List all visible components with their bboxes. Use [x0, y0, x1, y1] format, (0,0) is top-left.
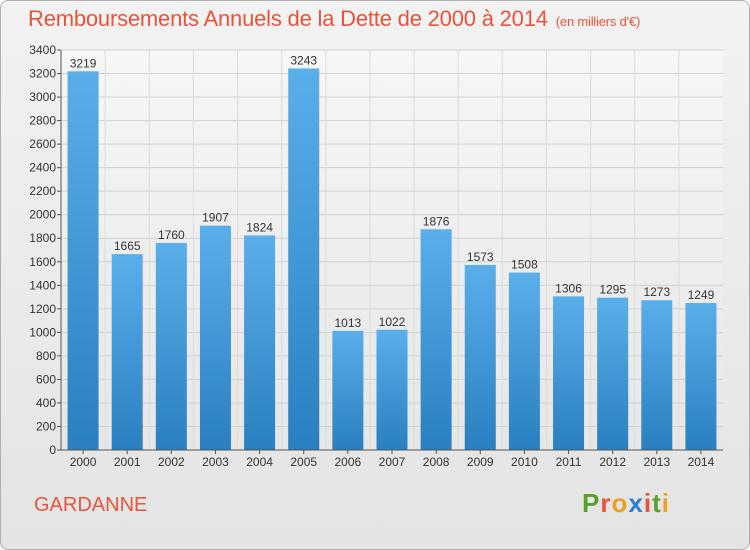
logo-letter: o [611, 488, 629, 518]
bar [155, 242, 187, 450]
x-tick-label: 2010 [511, 455, 538, 469]
data-label: 1273 [643, 285, 670, 299]
y-tick-label: 3400 [29, 43, 56, 57]
x-tick-label: 2007 [379, 455, 406, 469]
y-tick-label: 400 [36, 396, 56, 410]
x-tick-label: 2001 [114, 455, 141, 469]
bar [199, 225, 231, 450]
y-tick-label: 200 [36, 419, 56, 433]
data-label: 1907 [202, 211, 229, 225]
x-tick-label: 2011 [556, 455, 582, 469]
x-tick-label: 2014 [688, 455, 715, 469]
city-name: GARDANNE [34, 494, 148, 516]
bar [685, 303, 717, 450]
logo-letter: P [582, 488, 601, 518]
x-tick-label: 2003 [202, 455, 229, 469]
bar [597, 297, 629, 450]
bar [244, 235, 276, 450]
bar-layer: 3219 1665 1760 1907 1824 3243 1013 1022 1876 1573… [67, 53, 717, 451]
data-label: 1824 [246, 220, 273, 234]
data-label: 1665 [114, 239, 141, 253]
bar [111, 254, 143, 450]
proxiti-logo: Proxiti [582, 488, 670, 519]
x-tick-label: 2002 [158, 455, 185, 469]
data-label: 3219 [70, 56, 97, 70]
x-tick-label: 2009 [467, 455, 494, 469]
bar [464, 264, 496, 450]
y-tick-label: 2200 [29, 184, 56, 198]
y-tick-label: 1000 [29, 325, 56, 339]
logo-letter: i [661, 488, 670, 518]
logo-letter: x [628, 488, 644, 518]
y-tick-label: 600 [36, 372, 56, 386]
y-tick-label: 3200 [29, 67, 56, 81]
bar [420, 229, 452, 450]
bar [288, 68, 320, 451]
logo-letter: r [600, 488, 612, 518]
y-tick-label: 2800 [29, 114, 56, 128]
data-label: 1508 [511, 258, 538, 272]
x-tick-label: 2000 [70, 455, 97, 469]
data-label: 1013 [335, 316, 362, 330]
x-tick-label: 2012 [599, 455, 626, 469]
logo-letter: t [652, 488, 662, 518]
data-label: 1573 [467, 250, 494, 264]
data-label: 1022 [379, 315, 406, 329]
x-tick-label: 2004 [246, 455, 273, 469]
bar [332, 330, 364, 450]
logo-letter: i [643, 488, 653, 518]
data-label: 1306 [555, 281, 582, 295]
chart-title: Remboursements Annuels de la Dette de 20… [28, 6, 640, 32]
data-label: 1876 [423, 214, 450, 228]
y-tick-label: 3000 [29, 90, 56, 104]
bar [641, 300, 673, 450]
x-tick-label: 2005 [290, 455, 317, 469]
x-tick-label: 2008 [423, 455, 450, 469]
x-tick-label: 2013 [643, 455, 670, 469]
y-tick-label: 1800 [29, 231, 56, 245]
data-label: 3243 [290, 53, 317, 67]
bar [553, 296, 585, 450]
chart-title-text: Remboursements Annuels de la Dette de 20… [28, 6, 548, 31]
axis-layer: 0 200 400 600 800 1000 1200 1400 1600 1800 2000 220… [29, 43, 723, 469]
y-tick-label: 1200 [29, 302, 56, 316]
y-tick-label: 2600 [29, 137, 56, 151]
data-label: 1249 [688, 288, 715, 302]
data-label: 1760 [158, 228, 185, 242]
y-tick-label: 1400 [29, 278, 56, 292]
y-tick-label: 1600 [29, 255, 56, 269]
bar [376, 329, 408, 450]
bar [67, 71, 99, 450]
x-tick-label: 2006 [335, 455, 362, 469]
chart-subtitle: (en milliers d'€) [555, 14, 641, 29]
y-tick-label: 2400 [29, 161, 56, 175]
data-label: 1295 [599, 283, 626, 297]
y-tick-label: 2000 [29, 208, 56, 222]
y-tick-label: 0 [49, 443, 56, 457]
bar [508, 272, 540, 450]
y-tick-label: 800 [36, 349, 56, 363]
